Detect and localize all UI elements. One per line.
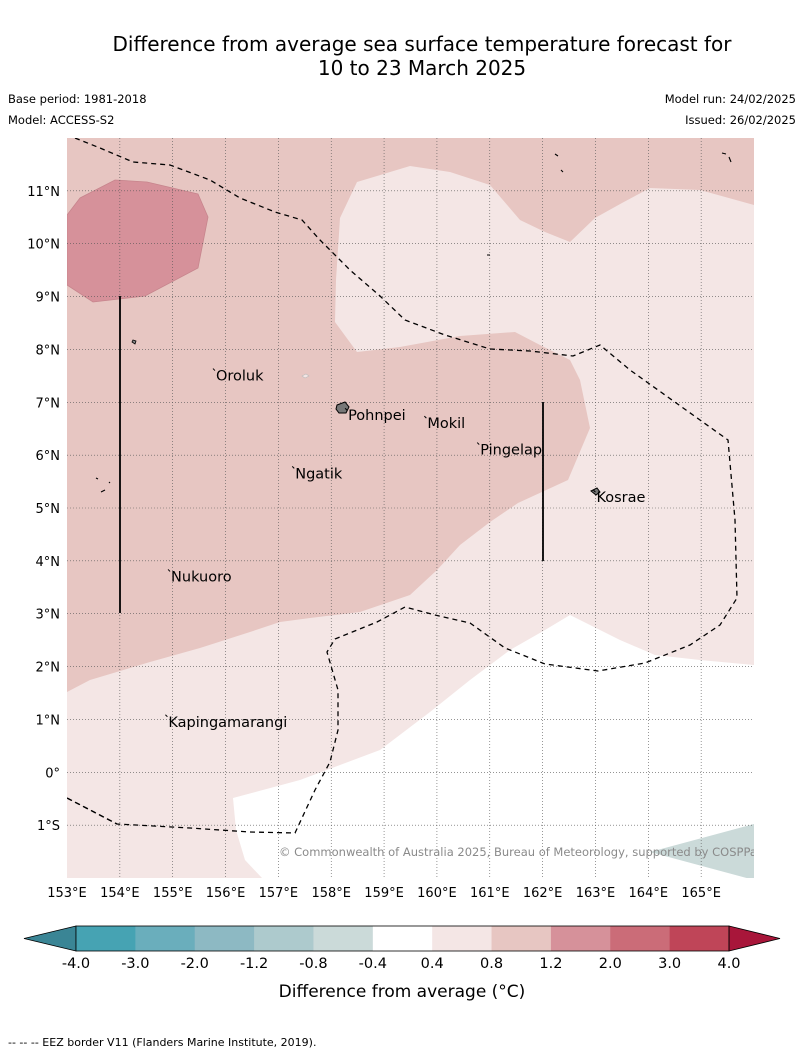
colorbar-title: Difference from average (°C)	[279, 982, 526, 1002]
lon-tick-label: 155°E	[153, 886, 193, 901]
colorbar-segment	[491, 926, 552, 951]
colorbar-segment	[313, 926, 374, 951]
place-labels: Oroluk Pohnpei Mokil Pingelap Ngatik Kosrae Nu…	[165, 368, 646, 731]
place-marker	[476, 442, 480, 445]
eez-border-west	[67, 138, 738, 834]
place-marker	[212, 368, 216, 371]
lat-tick-label: 6°N	[36, 449, 61, 464]
sst-anomaly-map: Oroluk Pohnpei Mokil Pingelap Ngatik Kosrae Nu…	[23, 138, 781, 1002]
lat-tick-label: 1°S	[37, 819, 60, 834]
colorbar-segment	[76, 926, 136, 951]
colorbar-tick: -2.0	[181, 956, 209, 972]
colorbar-tick: -0.4	[359, 956, 387, 972]
lon-tick-label: 162°E	[523, 886, 563, 901]
colorbar-segment	[194, 926, 255, 951]
longitude-labels: 153°E 154°E 155°E 156°E 157°E 158°E 159°E 160°E…	[47, 886, 721, 901]
colorbar-tick: 2.0	[599, 956, 622, 972]
issued-date: Issued: 26/02/2025	[685, 113, 796, 127]
lon-tick-label: 160°E	[417, 886, 457, 901]
lon-tick-label: 161°E	[470, 886, 510, 901]
lat-tick-label: 4°N	[36, 555, 61, 570]
colorbar-segment	[550, 926, 611, 951]
lon-tick-label: 157°E	[259, 886, 299, 901]
colorbar-tick-labels: -4.0 -3.0 -2.0 -1.2 -0.8 -0.4 0.4 0.8 1.2 2.0 3.0 4…	[62, 956, 741, 972]
place-label: Pingelap	[480, 443, 542, 459]
anomaly-band-cool	[650, 824, 754, 878]
lon-tick-label: 158°E	[311, 886, 351, 901]
place-label: Ngatik	[295, 466, 343, 482]
lat-tick-label: 10°N	[27, 238, 60, 253]
lat-tick-label: 8°N	[36, 343, 61, 358]
colorbar-under-arrow	[23, 925, 77, 952]
model-name: Model: ACCESS-S2	[8, 113, 115, 127]
colorbar-tick: 0.8	[480, 956, 503, 972]
colorbar-over-arrow	[728, 925, 781, 952]
colorbar-segment	[610, 926, 671, 951]
gridlines	[67, 138, 754, 878]
colorbar-tick: -3.0	[121, 956, 149, 972]
lat-tick-label: 1°N	[36, 713, 61, 728]
oroluk-atoll	[131, 339, 137, 345]
anomaly-band-0.8-1.2	[67, 138, 754, 692]
title-line-2: 10 to 23 March 2025	[317, 56, 527, 80]
place-marker	[291, 466, 295, 469]
colorbar-tick: 4.0	[717, 956, 740, 972]
lon-tick-label: 163°E	[576, 886, 616, 901]
minto-reef	[301, 373, 310, 379]
place-label: Kosrae	[596, 490, 645, 506]
colorbar-tick: -4.0	[62, 956, 90, 972]
pohnpei-island	[335, 401, 350, 414]
lat-tick-label: 7°N	[36, 396, 61, 411]
colorbar-tick: 1.2	[539, 956, 562, 972]
lon-tick-label: 153°E	[47, 886, 87, 901]
colorbar-segment	[669, 926, 730, 951]
lat-tick-label: 3°N	[36, 608, 61, 623]
place-marker	[167, 569, 171, 572]
lat-tick-label: 9°N	[36, 291, 61, 306]
model-run: Model run: 24/02/2025	[664, 92, 796, 106]
lon-tick-label: 156°E	[206, 886, 246, 901]
colorbar-outline	[75, 925, 730, 952]
northeast-islets	[95, 152, 732, 493]
map-area: Oroluk Pohnpei Mokil Pingelap Ngatik Kosrae Nu…	[67, 138, 763, 878]
place-label: Oroluk	[216, 369, 264, 385]
place-label: Kapingamarangi	[168, 715, 287, 731]
chart-title: Difference from average sea surface temp…	[80, 32, 764, 80]
lon-tick-label: 154°E	[100, 886, 140, 901]
colorbar	[23, 925, 781, 952]
eez-border-south	[67, 797, 118, 825]
lat-tick-label: 5°N	[36, 502, 61, 517]
lat-tick-label: 2°N	[36, 661, 61, 676]
lon-tick-label: 159°E	[364, 886, 404, 901]
colorbar-tick: 0.4	[421, 956, 444, 972]
lat-tick-label: 0°	[45, 766, 60, 781]
place-label: Pohnpei	[348, 408, 406, 424]
colorbar-tick: -0.8	[299, 956, 327, 972]
eez-footnote: -- -- -- EEZ border V11 (Flanders Marine…	[8, 1036, 317, 1049]
lat-tick-label: 11°N	[27, 185, 60, 200]
lon-tick-label: 165°E	[681, 886, 721, 901]
copyright-notice: © Commonwealth of Australia 2025, Bureau…	[279, 845, 763, 859]
place-marker	[165, 714, 168, 718]
colorbar-segment	[432, 926, 493, 951]
colorbar-segment	[254, 926, 314, 951]
title-line-1: Difference from average sea surface temp…	[112, 32, 732, 56]
lon-tick-label: 164°E	[629, 886, 669, 901]
colorbar-segment	[372, 926, 433, 951]
place-marker	[424, 415, 427, 419]
colorbar-tick: 3.0	[658, 956, 681, 972]
place-label: Nukuoro	[171, 569, 232, 585]
colorbar-tick: -1.2	[240, 956, 268, 972]
latitude-labels: 1°S 0° 1°N 2°N 3°N 4°N 5°N 6°N 7°N 8°N 9°N 10°N 11°N	[27, 185, 60, 834]
colorbar-segment	[135, 926, 196, 951]
place-label: Mokil	[427, 416, 465, 432]
place-marker	[344, 407, 348, 411]
place-marker	[593, 489, 596, 493]
base-period: Base period: 1981-2018	[8, 92, 147, 106]
